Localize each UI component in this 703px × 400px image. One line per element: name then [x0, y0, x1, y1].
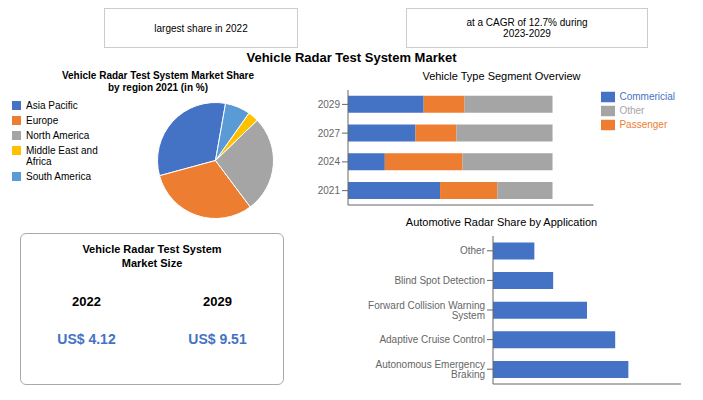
html-text:South America: South America: [26, 171, 91, 182]
html-text:North America: North America: [26, 130, 90, 141]
html-text:US$ 4.12: US$ 4.12: [57, 331, 116, 347]
svg-text:Autonomous EmergencyBraking: Autonomous EmergencyBraking: [375, 359, 485, 380]
html-text:Vehicle Radar Test System Mark: Vehicle Radar Test System Market Size: [82, 243, 222, 269]
html-text:largest share in 2022: largest share in 2022: [154, 22, 248, 34]
svg-text:2021: 2021: [318, 185, 341, 196]
html-text:at a CAGR of 12.7% during 2023: at a CAGR of 12.7% during 2023-2029: [466, 17, 588, 39]
html-text:US$ 9.51: US$ 9.51: [188, 331, 247, 347]
svg-text:Forward Collision WarningSyste: Forward Collision WarningSystem: [368, 300, 485, 321]
html-text:2022: 2022: [72, 294, 101, 309]
svg-text:Other: Other: [460, 245, 486, 256]
html-text:Asia Pacific: Asia Pacific: [26, 100, 78, 111]
html-text:Vehicle Radar Test System Mark: Vehicle Radar Test System Market: [246, 50, 457, 65]
html-text:Europe: Europe: [26, 115, 59, 126]
svg-text:Blind Spot Detection: Blind Spot Detection: [394, 275, 485, 286]
html-text:Commericial: Commericial: [619, 90, 675, 102]
html-text:Passenger: Passenger: [619, 118, 668, 130]
html-text:Other: Other: [619, 104, 645, 116]
svg-text:2027: 2027: [318, 128, 341, 139]
svg-text:2029: 2029: [318, 99, 341, 110]
html-text:Middle East and Africa: Middle East and Africa: [26, 145, 98, 167]
html-text:Vehicle Type Segment Overview: Vehicle Type Segment Overview: [422, 70, 581, 82]
svg-text:2024: 2024: [318, 156, 341, 167]
svg-text:Adaptive Cruise Control: Adaptive Cruise Control: [379, 334, 485, 345]
html-text:2029: 2029: [203, 294, 232, 309]
html-text:Automotive Radar Share by Appl: Automotive Radar Share by Application: [405, 216, 598, 228]
html-text:Vehicle Radar Test System Mark: Vehicle Radar Test System Market Share b…: [61, 70, 255, 93]
